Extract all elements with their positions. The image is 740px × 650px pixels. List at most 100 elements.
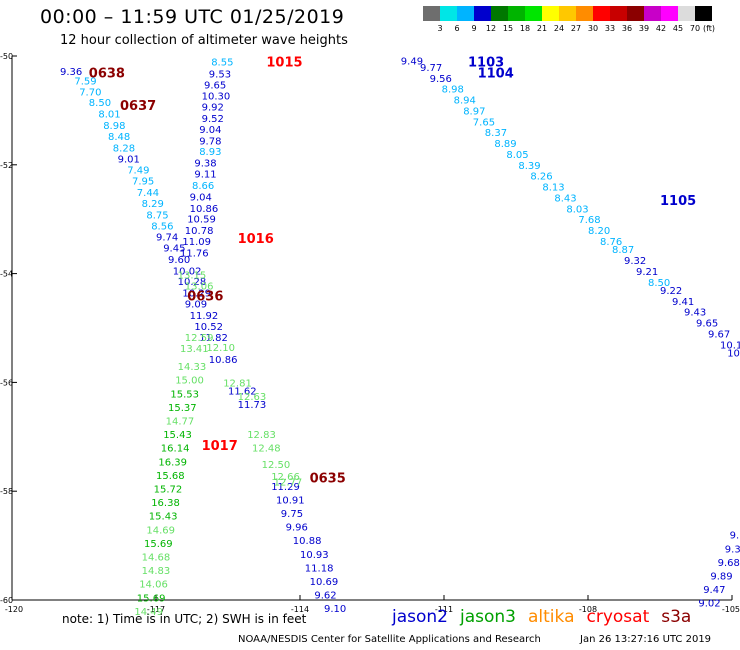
colorbar-cell <box>644 6 661 21</box>
swh-value: 10.86 <box>209 355 238 366</box>
satellite-legend: jason2 jason3 altika cryosat s3a <box>392 607 703 627</box>
colorbar-cell <box>491 6 508 21</box>
swh-value: 7.68 <box>578 215 600 226</box>
colorbar-label: 18 <box>519 24 531 33</box>
satellite-legend-item: s3a <box>661 607 692 627</box>
swh-value: 9.67 <box>708 329 730 340</box>
swh-value: 9.09 <box>185 300 207 311</box>
swh-value: 8.50 <box>648 278 670 289</box>
pass-time-label: 1104 <box>478 66 514 81</box>
colorbar-label: 3 <box>437 24 443 33</box>
swh-value: 8.03 <box>566 204 588 215</box>
swh-value: 9.38 <box>194 159 216 170</box>
swh-value: 8.76 <box>600 237 622 248</box>
pass-time-label: 0635 <box>310 472 346 487</box>
colorbar-label: 70 <box>689 24 701 33</box>
swh-value: 10.91 <box>276 495 305 506</box>
colorbar-cell <box>457 6 474 21</box>
swh-value: 8.75 <box>146 210 168 221</box>
swh-value: 16.14 <box>161 444 190 455</box>
swh-value: 10.28 <box>178 277 207 288</box>
swh-value: 10.17 <box>720 340 740 351</box>
swh-value: 9.22 <box>660 286 682 297</box>
swh-value: 9.56 <box>430 74 452 85</box>
swh-value: 8.98 <box>442 85 464 96</box>
swh-value: 10.29 <box>182 289 211 300</box>
swh-value: 8.50 <box>89 98 111 109</box>
lon-tick-label: -105 <box>722 605 740 614</box>
swh-value: 13.41 <box>180 344 209 355</box>
swh-value: 8.28 <box>113 143 135 154</box>
swh-value: 11.18 <box>305 563 334 574</box>
swh-value: 9.21 <box>636 267 658 278</box>
swh-value: 9.3 <box>725 544 740 555</box>
colorbar-label: 12 <box>485 24 497 33</box>
swh-value: 8.89 <box>494 139 516 150</box>
swh-value: 8.87 <box>612 245 634 256</box>
swh-value: 9.43 <box>684 308 706 319</box>
swh-value: 15.37 <box>168 403 197 414</box>
swh-value: 8.48 <box>108 132 130 143</box>
colorbar-cell <box>610 6 627 21</box>
lat-tick-label: -54 <box>0 270 13 279</box>
lat-tick-label: -56 <box>0 378 13 387</box>
colorbar-label: 30 <box>587 24 599 33</box>
swh-value: 8.43 <box>554 193 576 204</box>
swh-value: 10.69 <box>310 577 339 588</box>
swh-value: 9.52 <box>202 114 224 125</box>
swh-value: 9.60 <box>168 255 190 266</box>
page-title: 00:00 – 11:59 UTC 01/25/2019 <box>40 6 345 28</box>
swh-value: 10.52 <box>194 322 223 333</box>
swh-value: 15.00 <box>175 376 204 387</box>
swh-value: 12.77 <box>274 477 303 488</box>
swh-value: 8.98 <box>103 121 125 132</box>
colorbar-label: 39 <box>638 24 650 33</box>
swh-value: 14.83 <box>142 566 171 577</box>
colorbar-cell <box>678 6 695 21</box>
swh-value: 10.93 <box>300 550 329 561</box>
swh-value: 9.92 <box>202 103 224 114</box>
swh-value: 7.44 <box>137 188 159 199</box>
swh-value: 14.06 <box>139 580 168 591</box>
colorbar-cell <box>559 6 576 21</box>
swh-value: 10.59 <box>187 215 216 226</box>
swh-value: 15.68 <box>156 471 185 482</box>
swh-value: 12.63 <box>238 392 267 403</box>
swh-value: 11.29 <box>271 482 300 493</box>
swh-value: 8.94 <box>454 96 476 107</box>
satellite-legend-item: jason2 <box>392 607 448 627</box>
colorbar-label: 45 <box>672 24 684 33</box>
swh-value: 11.76 <box>180 248 209 259</box>
swh-value: 9.32 <box>624 256 646 267</box>
colorbar-unit: (ft) <box>702 24 716 33</box>
colorbar-cell <box>525 6 542 21</box>
pass-time-label: 0637 <box>120 99 156 114</box>
swh-value: 9.75 <box>281 509 303 520</box>
swh-value: 15.72 <box>154 484 183 495</box>
pass-time-label: 1103 <box>468 55 504 70</box>
colorbar-label: 36 <box>621 24 633 33</box>
swh-value: 15.69 <box>137 593 166 604</box>
colorbar-cell <box>593 6 610 21</box>
swh-value: 11.73 <box>238 400 267 411</box>
swh-value: 9.10 <box>324 604 346 615</box>
swh-value: 12.81 <box>223 378 252 389</box>
swh-value: 14.69 <box>146 525 175 536</box>
satellite-legend-item: cryosat <box>586 607 650 627</box>
timestamp-text: Jan 26 13:27:16 UTC 2019 <box>580 634 712 645</box>
swh-value: 12.48 <box>252 444 281 455</box>
swh-value: 9.68 <box>718 558 740 569</box>
pass-time-label: 0638 <box>89 66 125 81</box>
colorbar-cell <box>661 6 678 21</box>
lon-tick-label: -120 <box>5 605 23 614</box>
colorbar-label: 27 <box>570 24 582 33</box>
lon-tick-label: -111 <box>435 605 453 614</box>
swh-value: 8.29 <box>142 199 164 210</box>
colorbar-label: 6 <box>454 24 460 33</box>
swh-value: 13.15 <box>178 271 207 282</box>
swh-value: 11.92 <box>190 311 219 322</box>
swh-value: 8.39 <box>518 161 540 172</box>
swh-value: 9.04 <box>190 192 212 203</box>
swh-value: 8.01 <box>98 110 120 121</box>
swh-value: 8.93 <box>199 147 221 158</box>
